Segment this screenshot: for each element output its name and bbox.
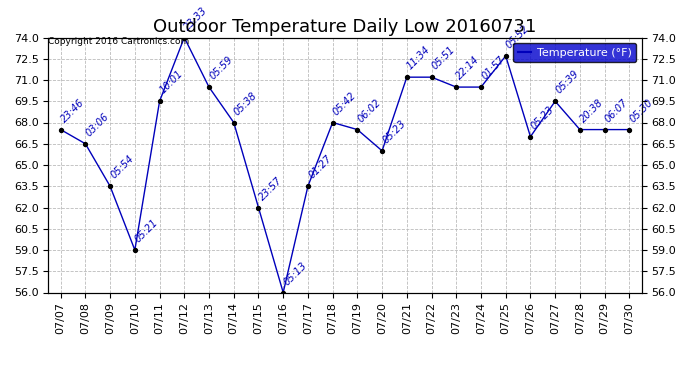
Text: 05:54: 05:54: [108, 154, 136, 181]
Text: 05:23: 05:23: [529, 104, 556, 131]
Point: [550, 98, 561, 104]
Text: 05:23: 05:23: [381, 118, 408, 145]
Text: 03:06: 03:06: [84, 111, 111, 138]
Text: 11:34: 11:34: [405, 45, 433, 72]
Point: [105, 183, 116, 189]
Point: [204, 84, 215, 90]
Text: 20:38: 20:38: [578, 97, 605, 124]
Text: 05:13: 05:13: [282, 260, 308, 287]
Point: [80, 141, 91, 147]
Point: [154, 98, 165, 104]
Text: 22:14: 22:14: [455, 54, 482, 81]
Point: [574, 127, 585, 133]
Text: 23:46: 23:46: [59, 97, 86, 124]
Text: 23:33: 23:33: [183, 5, 210, 32]
Point: [253, 204, 264, 210]
Point: [55, 127, 66, 133]
Legend: Temperature (°F): Temperature (°F): [513, 43, 636, 62]
Point: [426, 74, 437, 80]
Point: [402, 74, 413, 80]
Point: [525, 134, 536, 140]
Text: Copyright 2016 Cartronics.com: Copyright 2016 Cartronics.com: [48, 38, 190, 46]
Text: 05:21: 05:21: [133, 217, 160, 244]
Point: [228, 120, 239, 126]
Text: 05:59: 05:59: [208, 54, 235, 81]
Point: [599, 127, 610, 133]
Text: 05:52: 05:52: [504, 23, 531, 50]
Text: 10:01: 10:01: [158, 69, 185, 96]
Point: [277, 290, 288, 296]
Point: [352, 127, 363, 133]
Title: Outdoor Temperature Daily Low 20160731: Outdoor Temperature Daily Low 20160731: [153, 18, 537, 36]
Point: [377, 148, 388, 154]
Text: 01:57: 01:57: [480, 54, 506, 81]
Point: [302, 183, 313, 189]
Point: [129, 247, 140, 253]
Point: [475, 84, 486, 90]
Text: 05:51: 05:51: [430, 45, 457, 72]
Text: 01:27: 01:27: [306, 154, 333, 181]
Text: 23:57: 23:57: [257, 175, 284, 202]
Point: [327, 120, 338, 126]
Text: 05:42: 05:42: [331, 90, 358, 117]
Point: [451, 84, 462, 90]
Text: 05:39: 05:39: [553, 69, 581, 96]
Point: [624, 127, 635, 133]
Point: [179, 34, 190, 40]
Text: 05:38: 05:38: [233, 90, 259, 117]
Point: [500, 53, 511, 59]
Text: 05:30: 05:30: [628, 97, 655, 124]
Text: 06:07: 06:07: [603, 97, 630, 124]
Text: 06:02: 06:02: [356, 97, 383, 124]
